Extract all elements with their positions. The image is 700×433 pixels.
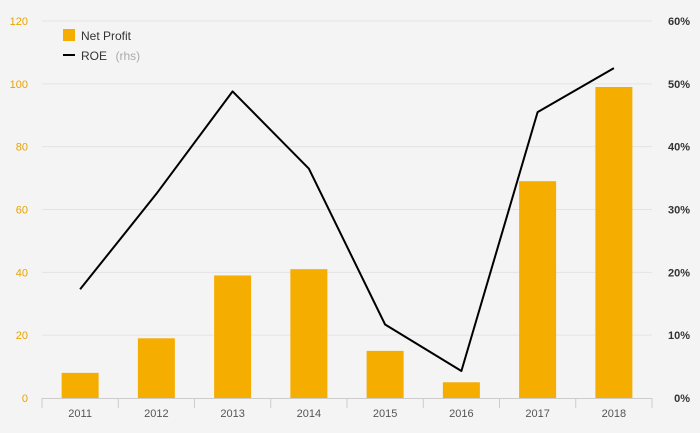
- legend: Net Profit ROE (rhs): [63, 29, 140, 64]
- legend-swatch-net-profit: [63, 29, 75, 41]
- y-axis-right: 0% 10% 20% 30% 40% 50% 60%: [668, 16, 690, 405]
- y-left-tick-label: 0: [22, 393, 28, 405]
- bar-net-profit-2017: [519, 181, 557, 398]
- y-right-tick-label: 10%: [668, 330, 690, 342]
- y-right-tick-label: 20%: [668, 267, 690, 279]
- legend-label-net-profit: Net Profit: [81, 29, 132, 43]
- bar-net-profit-2012: [137, 338, 175, 398]
- y-left-tick-label: 80: [16, 142, 28, 154]
- gridlines: [42, 20, 652, 336]
- x-tick-label: 2015: [373, 408, 397, 420]
- y-right-tick-label: 0%: [674, 393, 690, 405]
- y-left-tick-label: 20: [16, 330, 28, 342]
- y-left-tick-label: 60: [16, 205, 28, 217]
- y-right-tick-label: 40%: [668, 142, 690, 154]
- line-series-roe: [79, 67, 615, 372]
- x-tick-label: 2018: [602, 408, 626, 420]
- bar-net-profit-2014: [290, 269, 328, 398]
- x-tick-label: 2011: [68, 408, 92, 420]
- y-right-tick-label: 60%: [668, 16, 690, 28]
- bar-net-profit-2016: [442, 382, 480, 398]
- x-axis: 2011 2012 2013 2014 2015 2016 2017 2018: [41, 398, 653, 420]
- y-left-tick-label: 120: [10, 16, 28, 28]
- svg-text:ROE (rhs): ROE (rhs): [81, 47, 140, 64]
- bar-net-profit-2015: [366, 350, 404, 398]
- x-tick-label: 2016: [449, 408, 473, 420]
- x-tick-label: 2014: [297, 408, 321, 420]
- x-tick-label: 2013: [220, 408, 244, 420]
- bar-series-net-profit: [61, 86, 633, 398]
- y-right-tick-label: 50%: [668, 79, 690, 91]
- y-axis-left: 0 20 40 60 80 100 120: [10, 16, 28, 405]
- legend-label-roe: ROE: [81, 49, 107, 63]
- x-tick-label: 2012: [144, 408, 168, 420]
- bar-net-profit-2011: [61, 372, 99, 398]
- bar-net-profit-2018: [595, 86, 633, 398]
- y-left-tick-label: 100: [10, 79, 28, 91]
- x-tick-label: 2017: [525, 408, 549, 420]
- y-right-tick-label: 30%: [668, 205, 690, 217]
- bar-net-profit-2013: [214, 275, 252, 398]
- legend-label-roe-suffix: (rhs): [115, 49, 140, 63]
- y-left-tick-label: 40: [16, 267, 28, 279]
